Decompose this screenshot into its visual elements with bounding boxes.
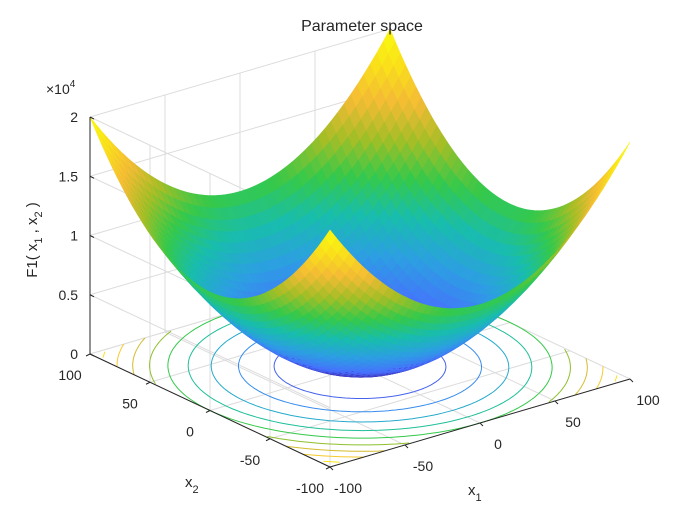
contour-line [117,344,124,367]
z-tick-label: 1 [70,228,78,244]
z-tick-label: 0.5 [59,287,79,303]
y-tick-label: -50 [240,452,260,468]
y-tick-label: 0 [186,424,194,440]
x-tick-label: 100 [636,392,660,408]
y-tick [86,354,90,356]
y-tick [266,439,270,441]
chart-title: Parameter space [301,18,423,35]
z-label-prefix: F1( x [24,243,41,278]
contour-line [103,352,105,358]
z-exponent-power: 4 [70,79,76,90]
y-tick-label: 50 [122,395,138,411]
x-axis-label: x1 [468,482,482,504]
z-label-suffix: ) [24,202,41,211]
x-tick-label: -100 [334,480,362,496]
contour-line [575,358,587,395]
contour-line [549,349,571,402]
z-exponent: ×104 [46,79,76,97]
contour-line [324,461,340,462]
x-label-sub: 1 [476,492,482,504]
z-tick [90,354,94,356]
contour-line [596,366,603,389]
y-tick [146,382,150,384]
contour-line [286,446,385,451]
z-tick-label: 1.5 [59,168,79,184]
z-tick [90,295,94,297]
x-tick [630,379,633,382]
y-tick [206,411,210,413]
x-tick-label: 0 [494,436,502,452]
z-exponent-base: ×10 [46,81,70,97]
x-tick-label: 50 [565,414,581,430]
contour-line [150,331,172,384]
x-tick [330,467,333,470]
y-tick [326,467,330,469]
x-tick-label: -50 [413,458,433,474]
surface-patch [618,142,630,162]
z-tick-label: 2 [70,109,78,125]
y-tick-label: 100 [58,367,82,383]
x-tick [480,423,483,426]
z-axis-label: F1( x1 , x2 ) [24,202,45,278]
y-axis-label: x2 [185,474,199,496]
z-label-mid: , x [24,217,41,238]
z-tick-label: 0 [70,346,78,362]
z-tick [90,236,94,238]
x-tick [555,401,558,404]
contour-line [615,375,617,381]
y-label-sub: 2 [193,484,199,496]
contour-line [133,338,145,375]
contour-line [303,454,364,457]
y-tick-label: -100 [296,480,324,496]
surface [90,29,630,377]
z-tick [90,176,94,178]
x-tick [405,445,408,448]
